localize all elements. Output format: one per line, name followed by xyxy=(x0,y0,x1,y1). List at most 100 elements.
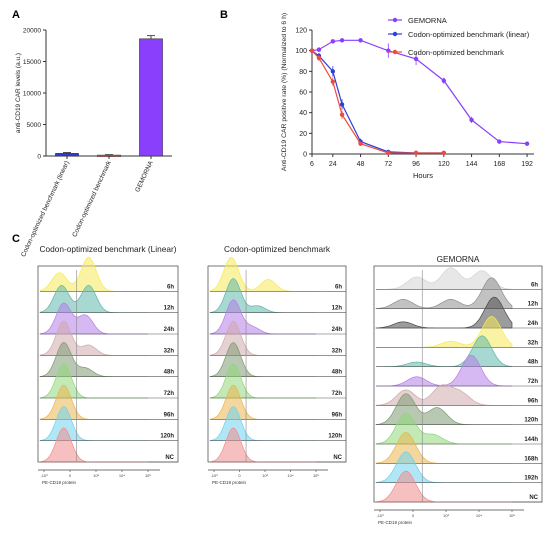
data-point xyxy=(358,38,363,43)
legend-swatch-marker xyxy=(392,49,398,55)
ridge-row-label: 6h xyxy=(335,284,342,290)
ridge-row-label: NC xyxy=(165,455,174,461)
series-line xyxy=(311,50,444,154)
y-tick-label: 60 xyxy=(299,90,307,97)
y-tick-label: 40 xyxy=(299,110,307,117)
panel-label-a: A xyxy=(12,9,20,21)
data-point xyxy=(524,141,530,146)
panel-label-c: C xyxy=(12,233,20,245)
legend-label: Codon-optimized benchmark (linear) xyxy=(408,30,530,39)
data-point xyxy=(497,139,502,144)
ridge-x-axis-label: PE-CD19 protein xyxy=(378,520,413,525)
ridge-row-label: 120h xyxy=(524,418,538,424)
legend-swatch-marker xyxy=(392,31,398,37)
panel-b-line-chart: 0 20 40 60 80 100 120 6 24 48 72 96 120 144 168 192 Hour… xyxy=(281,13,534,180)
ridge-row-label: 72h xyxy=(164,391,175,397)
ridge-row-label: 6h xyxy=(531,282,538,288)
ridge-x-tick-label: 10⁵ xyxy=(145,473,151,478)
ridge-row-label: NC xyxy=(529,495,538,501)
ridge-row-label: 48h xyxy=(332,370,343,376)
y-tick-label: 5000 xyxy=(27,122,42,129)
ridge-row-label: 120h xyxy=(160,434,174,440)
ridge-row-label: 120h xyxy=(328,434,342,440)
data-point xyxy=(358,141,363,146)
ridge-row-label: 32h xyxy=(164,348,175,354)
panel-c-ridgeline-linear: Codon-optimized benchmark (Linear) 6h 12h 2… xyxy=(37,244,179,485)
ridge-row-label: 12h xyxy=(528,302,539,308)
x-tick-label: Codon-optimized benchmark xyxy=(71,159,113,238)
x-tick-label: 48 xyxy=(357,161,365,168)
y-tick-label: 120 xyxy=(295,28,307,35)
ridge-row-label: 144h xyxy=(524,437,538,443)
x-tick-label: 144 xyxy=(466,161,478,168)
ridge-row-label: 32h xyxy=(528,340,539,346)
x-tick-label: 168 xyxy=(493,161,505,168)
bar xyxy=(139,38,163,157)
ridge-title: GEMORNA xyxy=(437,254,480,264)
y-tick-label: 0 xyxy=(303,152,307,159)
y-axis-label: anti-CD19 CAR levels (a.u.) xyxy=(15,53,22,133)
ridge-row-label: 48h xyxy=(528,360,539,366)
ridge-row-label: 6h xyxy=(167,284,174,290)
x-tick-label: 6 xyxy=(310,161,314,168)
ridge-curve xyxy=(376,316,513,348)
x-tick-label: 24 xyxy=(329,161,337,168)
y-axis-label: Anti-CD19 CAR positive rate (%) (Normali… xyxy=(281,13,288,171)
data-point xyxy=(469,117,474,123)
y-tick-label: 20000 xyxy=(23,28,41,35)
ridge-curve xyxy=(209,256,316,292)
legend-label: Codon-optimized benchmark xyxy=(408,48,504,57)
data-point xyxy=(413,150,419,156)
x-tick-label: 96 xyxy=(412,161,420,168)
panel-label-b: B xyxy=(220,9,228,21)
legend-label: GEMORNA xyxy=(408,16,447,25)
x-tick-label: GEMORNA xyxy=(134,159,155,193)
ridge-row-label: 72h xyxy=(332,391,343,397)
ridge-row-label: 24h xyxy=(164,327,175,333)
ridge-x-tick-label: 10⁴ xyxy=(287,473,293,478)
ridge-x-tick-label: 0 xyxy=(412,513,415,518)
data-point xyxy=(339,102,345,107)
data-point xyxy=(316,47,322,52)
y-tick-label: 100 xyxy=(295,48,307,55)
x-tick-label: 72 xyxy=(384,161,392,168)
ridge-curve xyxy=(375,384,512,406)
legend-swatch-marker xyxy=(392,17,398,23)
ridge-curve xyxy=(375,277,513,310)
ridge-x-axis-label: PE-CD19 protein xyxy=(212,480,247,485)
ridge-x-tick-label: 10⁵ xyxy=(313,473,319,478)
series-line xyxy=(311,50,444,154)
ridge-x-tick-label: 10⁴ xyxy=(476,513,482,518)
data-point xyxy=(413,56,419,62)
y-tick-label: 80 xyxy=(299,69,307,76)
data-point xyxy=(339,112,345,117)
ridge-row-label: 24h xyxy=(332,327,343,333)
data-point xyxy=(316,55,322,61)
panel-c-ridgeline-gemorna: GEMORNA 6h 12h 24h 32h 48h 72h 96h 120h 144h 168h 1… xyxy=(373,254,543,525)
ridge-x-tick-label: 10³ xyxy=(93,473,99,478)
data-point xyxy=(339,38,345,43)
bar xyxy=(55,153,79,157)
data-point xyxy=(330,39,336,44)
ridge-curve xyxy=(39,256,148,292)
ridge-row-label: 12h xyxy=(332,306,343,312)
ridge-x-tick-label: 10⁴ xyxy=(119,473,125,478)
ridge-x-tick-label: 0 xyxy=(238,473,241,478)
ridge-row-label: 24h xyxy=(528,321,539,327)
ridge-row-label: 96h xyxy=(528,398,539,404)
ridge-x-axis-label: PE-CD19 protein xyxy=(42,480,77,485)
y-tick-label: 15000 xyxy=(23,59,41,66)
data-point xyxy=(330,79,336,84)
x-tick-label: 120 xyxy=(438,161,450,168)
ridge-row-label: 72h xyxy=(528,379,539,385)
panel-c-ridgeline-benchmark: Codon-optimized benchmark 6h 12h 24h 32h 48h 7… xyxy=(207,244,347,485)
data-point xyxy=(309,48,315,53)
ridge-row-label: NC xyxy=(333,455,342,461)
ridge-x-tick-label: -10³ xyxy=(210,473,218,478)
y-tick-label: 10000 xyxy=(23,91,41,98)
data-point xyxy=(386,150,391,156)
y-tick-label: 20 xyxy=(299,131,307,138)
data-point xyxy=(330,69,336,74)
data-point xyxy=(441,150,447,156)
ridge-x-tick-label: 10³ xyxy=(443,513,449,518)
